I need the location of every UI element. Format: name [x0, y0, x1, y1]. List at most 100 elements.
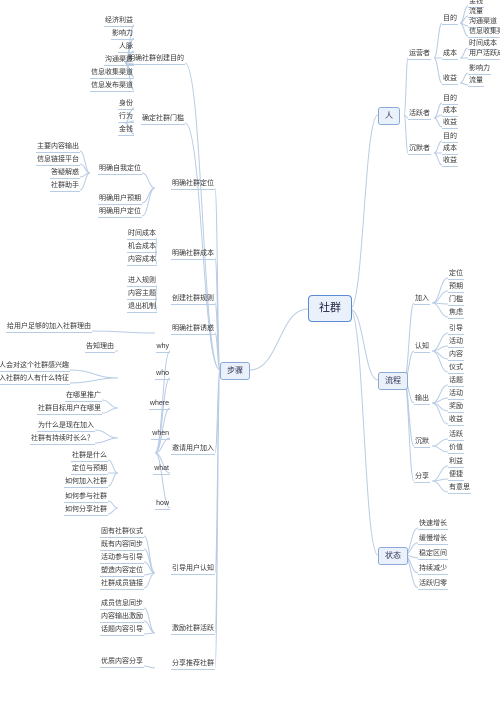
- r-2-2: 稳定区间: [418, 550, 448, 560]
- r-0-0-0-2: 沟通渠道: [468, 18, 498, 28]
- root-node: 社群: [308, 295, 352, 322]
- l-0-3-0: 时间成本: [127, 230, 157, 240]
- r-2-3: 持续减少: [418, 565, 448, 575]
- l-0-0-0: 经济利益: [104, 17, 134, 27]
- branch-right-2: 状态: [378, 547, 408, 565]
- r-0-0-0-3: 信息收集渠道: [468, 28, 500, 38]
- r-1-4-0: 利益: [448, 458, 464, 468]
- r-2-0: 快速增长: [418, 520, 448, 530]
- l-0-6-3-0: 为什么是现在加入: [37, 422, 95, 432]
- l-0-8: 激励社群活跃: [171, 625, 215, 635]
- r-1-0-1: 预期: [448, 283, 464, 293]
- l-0-2-2: 明确用户定位: [98, 208, 142, 218]
- r-0-0-1: 成本: [442, 50, 458, 60]
- l-0-3-2: 内容成本: [127, 256, 157, 266]
- l-0-8-0: 成员信息同步: [100, 600, 144, 610]
- r-0-0-0-1: 流量: [468, 8, 484, 18]
- r-1-2-1: 活动: [448, 390, 464, 400]
- r-1-4-2: 有意思: [448, 484, 471, 494]
- r-0-0-2-0: 影响力: [468, 65, 491, 75]
- l-0-6-4-1: 定位与预期: [71, 465, 108, 475]
- r-0-0-2: 收益: [442, 75, 458, 85]
- r-0-0-0: 目的: [442, 15, 458, 25]
- r-1-4-1: 便捷: [448, 471, 464, 481]
- l-0-0-5: 信息发布渠道: [90, 82, 134, 92]
- r-1-1-2: 内容: [448, 351, 464, 361]
- l-0-1-1: 行为: [118, 113, 134, 123]
- l-0-3-1: 机会成本: [127, 243, 157, 253]
- l-0-6-3-1: 社群有持续时长么？: [30, 435, 95, 445]
- r-1-2-0: 话题: [448, 377, 464, 387]
- l-0-0-4: 信息收集渠道: [90, 69, 134, 79]
- l-0-7-3: 塑造内容定位: [100, 567, 144, 577]
- l-0-7-2: 活动参与引导: [100, 554, 144, 564]
- l-0-6-5-0: 如何参与社群: [64, 493, 108, 503]
- r-0-1-0: 目的: [442, 95, 458, 105]
- l-0-8-2: 话题内容引导: [100, 626, 144, 636]
- l-0-7-0: 固有社群仪式: [100, 528, 144, 538]
- r-1-3-0: 活跃: [448, 431, 464, 441]
- r-2-4: 活跃归零: [418, 580, 448, 590]
- l-0-9-0: 优质内容分享: [100, 658, 144, 668]
- l-0-1: 确定社群门槛: [141, 115, 185, 125]
- r-0-1: 活跃者: [408, 110, 431, 120]
- l-0-2-0-2: 答疑解惑: [50, 169, 80, 179]
- l-0-0-3: 沟通渠道: [104, 56, 134, 66]
- l-0-7: 引导用户认知: [171, 565, 215, 575]
- l-0-6-2-0: 在哪里推广: [65, 392, 102, 402]
- r-1-4: 分享: [414, 473, 430, 483]
- r-0-1-2: 收益: [442, 119, 458, 129]
- l-0-7-4: 社群成员链接: [100, 580, 144, 590]
- l-0-5-0: 给用户足够的加入社群理由: [6, 323, 92, 333]
- r-1-3: 沉默: [414, 438, 430, 448]
- l-0-2-0: 明确自我定位: [98, 165, 142, 175]
- l-0-6-1-1: 加入社群的人有什么特征: [0, 375, 70, 385]
- r-1-0-2: 门槛: [448, 296, 464, 306]
- r-1-2: 输出: [414, 395, 430, 405]
- l-0-3: 明确社群成本: [171, 250, 215, 260]
- l-0-2-0-3: 社群助手: [50, 182, 80, 192]
- l-0-4-2: 退出机制: [127, 303, 157, 313]
- r-0-0-1-1: 用户活跃成本: [468, 50, 500, 60]
- r-0-0-2-1: 流量: [468, 77, 484, 87]
- r-1-0-0: 定位: [448, 270, 464, 280]
- l-0-2-0-1: 信息链接平台: [36, 156, 80, 166]
- l-0-6-3: when: [151, 430, 170, 440]
- r-0-2-0: 目的: [442, 133, 458, 143]
- l-0-6-4-2: 如何加入社群: [64, 478, 108, 488]
- r-1-0-3: 焦虑: [448, 309, 464, 319]
- r-1-1-0: 引导: [448, 325, 464, 335]
- r-0-2-2: 收益: [442, 157, 458, 167]
- r-0-0: 运营者: [408, 50, 431, 60]
- r-1-1-1: 活动: [448, 338, 464, 348]
- l-0-6-2: where: [149, 400, 170, 410]
- l-0-8-1: 内容输出激励: [100, 613, 144, 623]
- l-0-2-0-0: 主要内容输出: [36, 143, 80, 153]
- l-0-6-1: who: [155, 370, 170, 380]
- l-0-2: 明确社群定位: [171, 180, 215, 190]
- l-0-0: 明确社群创建目的: [127, 55, 185, 65]
- r-1-2-3: 收益: [448, 416, 464, 426]
- l-0-5: 明确社群诱惑: [171, 325, 215, 335]
- branch-left-0: 步骤: [220, 362, 250, 380]
- r-0-1-1: 成本: [442, 107, 458, 117]
- l-0-7-1: 既有内容同步: [100, 541, 144, 551]
- l-0-6-1-0: 哪些人会对这个社群感兴趣: [0, 362, 70, 372]
- r-1-2-2: 奖励: [448, 403, 464, 413]
- r-1-1: 认知: [414, 343, 430, 353]
- l-0-0-2: 人脉: [118, 43, 134, 53]
- r-1-3-1: 价值: [448, 444, 464, 454]
- l-0-6-5: how: [155, 500, 170, 510]
- l-0-4: 创建社群规则: [171, 295, 215, 305]
- l-0-0-1: 影响力: [111, 30, 134, 40]
- branch-right-1: 流程: [378, 372, 408, 390]
- r-0-0-1-0: 时间成本: [468, 40, 498, 50]
- l-0-6-2-1: 社群目标用户在哪里: [37, 405, 102, 415]
- l-0-2-1: 明确用户预期: [98, 195, 142, 205]
- l-0-6-0: why: [156, 343, 170, 353]
- l-0-1-2: 金钱: [118, 126, 134, 136]
- l-0-9: 分享推荐社群: [171, 660, 215, 670]
- l-0-4-1: 内容主题: [127, 290, 157, 300]
- r-2-1: 缓慢增长: [418, 535, 448, 545]
- r-0-2-1: 成本: [442, 145, 458, 155]
